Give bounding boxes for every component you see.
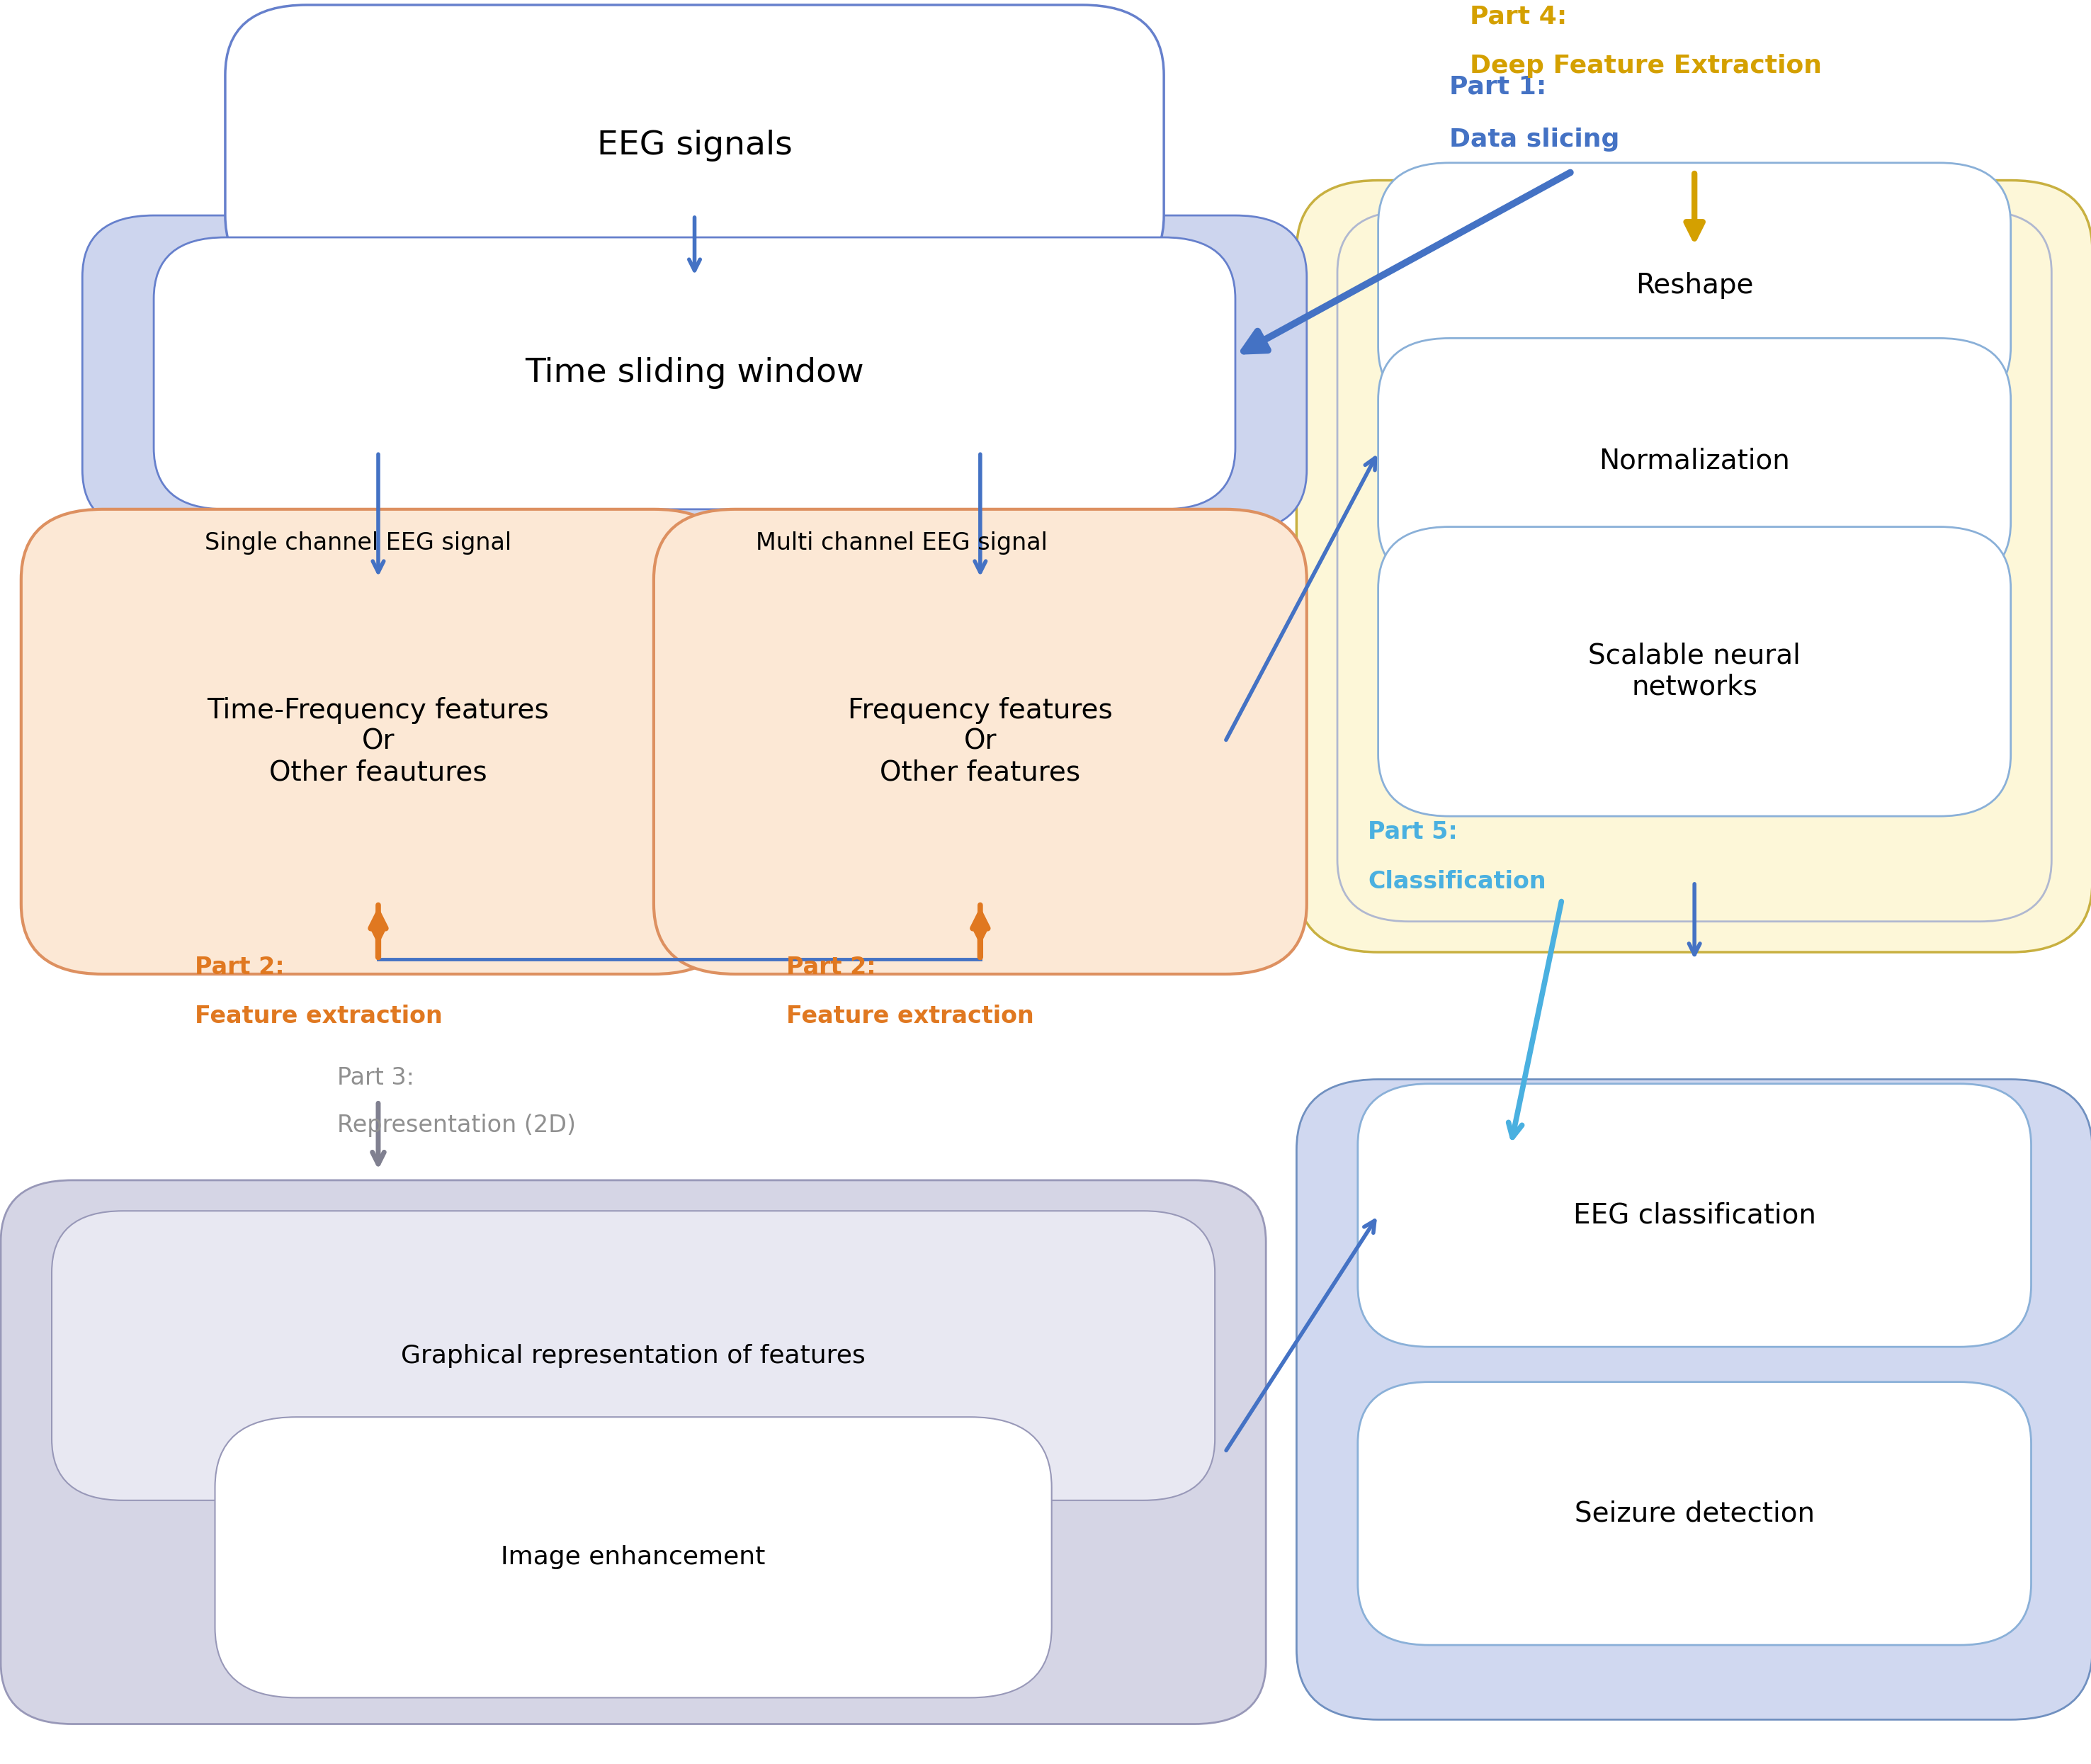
Text: Time-Frequency features
Or
Other feautures: Time-Frequency features Or Other feautur…	[207, 697, 550, 787]
Text: Feature extraction: Feature extraction	[786, 1005, 1035, 1028]
FancyBboxPatch shape	[1357, 1381, 2030, 1646]
FancyBboxPatch shape	[155, 238, 1236, 510]
FancyBboxPatch shape	[654, 510, 1307, 974]
Text: EEG classification: EEG classification	[1572, 1201, 1815, 1230]
Text: Graphical representation of features: Graphical representation of features	[401, 1344, 866, 1367]
Text: Feature extraction: Feature extraction	[194, 1005, 443, 1028]
Text: Part 4:: Part 4:	[1470, 5, 1566, 28]
FancyBboxPatch shape	[1378, 339, 2012, 584]
Text: Part 2:: Part 2:	[194, 956, 284, 979]
Text: Normalization: Normalization	[1600, 448, 1790, 475]
Text: Part 1:: Part 1:	[1449, 76, 1547, 99]
Text: Scalable neural
networks: Scalable neural networks	[1589, 642, 1800, 700]
FancyBboxPatch shape	[52, 1210, 1215, 1501]
Text: Data slicing: Data slicing	[1449, 127, 1621, 152]
FancyBboxPatch shape	[1338, 212, 2051, 921]
FancyBboxPatch shape	[82, 215, 1307, 531]
Text: Single channel EEG signal: Single channel EEG signal	[205, 531, 512, 554]
Text: EEG signals: EEG signals	[596, 129, 792, 161]
FancyBboxPatch shape	[1296, 1080, 2091, 1720]
Text: Image enhancement: Image enhancement	[502, 1545, 765, 1570]
Text: Time sliding window: Time sliding window	[525, 358, 864, 390]
FancyBboxPatch shape	[215, 1416, 1052, 1697]
FancyBboxPatch shape	[21, 510, 736, 974]
Text: Representation (2D): Representation (2D)	[337, 1113, 577, 1138]
FancyBboxPatch shape	[226, 5, 1165, 286]
FancyBboxPatch shape	[1378, 162, 2012, 409]
FancyBboxPatch shape	[1378, 527, 2012, 817]
Text: Part 3:: Part 3:	[337, 1065, 414, 1090]
Text: Multi channel EEG signal: Multi channel EEG signal	[755, 531, 1048, 554]
FancyBboxPatch shape	[0, 1180, 1265, 1723]
Text: Part 2:: Part 2:	[786, 956, 876, 979]
Text: Reshape: Reshape	[1635, 272, 1754, 300]
Text: Classification: Classification	[1368, 870, 1545, 893]
FancyBboxPatch shape	[1296, 180, 2091, 953]
FancyBboxPatch shape	[1357, 1083, 2030, 1348]
Text: Frequency features
Or
Other features: Frequency features Or Other features	[847, 697, 1112, 787]
Text: Deep Feature Extraction: Deep Feature Extraction	[1470, 55, 1821, 78]
Text: Part 5:: Part 5:	[1368, 820, 1457, 843]
Text: Seizure detection: Seizure detection	[1575, 1499, 1815, 1528]
